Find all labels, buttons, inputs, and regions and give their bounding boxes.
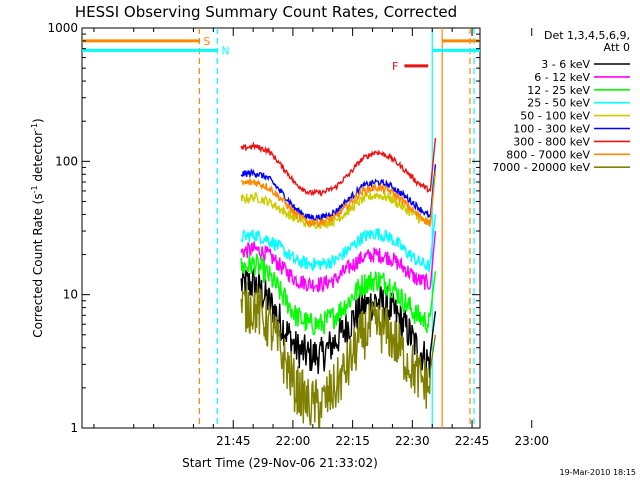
x-tick-label: 22:00 [276, 434, 311, 448]
legend-label: 3 - 6 keV [541, 58, 590, 71]
series-line [240, 137, 437, 197]
x-tick-label: 22:30 [395, 434, 430, 448]
series-line [240, 170, 437, 230]
series-line [240, 253, 437, 336]
y-axis-label-sup2: -1 [30, 123, 39, 131]
y-axis-label: Corrected Count Rate (s-1 detector-1) [30, 118, 45, 337]
x-tick-label: 21:45 [216, 434, 251, 448]
series-line [240, 281, 437, 428]
y-axis-label-mid: detector [31, 131, 45, 186]
legend-header-2: Att 0 [604, 41, 630, 54]
y-axis-label-sup1: -1 [30, 185, 39, 193]
y-tick-label: 100 [55, 154, 78, 168]
flag-label: F [392, 60, 398, 73]
chart-title: HESSI Observing Summary Count Rates, Cor… [75, 3, 457, 21]
flag-markers: SN F [82, 35, 480, 73]
flag-label: N [221, 44, 229, 57]
y-tick-label: 10 [63, 288, 78, 302]
vertical-lines [198, 28, 475, 428]
legend-label: 50 - 100 keV [520, 110, 590, 123]
y-axis-label-end: ) [31, 118, 45, 123]
legend-label: 6 - 12 keV [534, 71, 590, 84]
x-tick-label: 22:15 [335, 434, 370, 448]
legend-header-1: Det 1,3,4,5,6,9, [544, 29, 630, 42]
flag-label: S [203, 35, 210, 48]
x-tick-label: 23:00 [514, 434, 549, 448]
y-axis-label-main: Corrected Count Rate (s [31, 193, 45, 337]
series-line [241, 170, 437, 228]
legend-label: 12 - 25 keV [527, 84, 590, 97]
legend-label: 25 - 50 keV [527, 97, 590, 110]
plot-frame [81, 27, 481, 429]
y-tick-label: 1000 [47, 21, 78, 35]
x-tick-label: 22:45 [455, 434, 490, 448]
series-line [240, 214, 437, 273]
legend-label: 7000 - 20000 keV [492, 161, 590, 174]
legend-label: 100 - 300 keV [513, 123, 590, 136]
x-axis-label: Start Time (29-Nov-06 21:33:02) [182, 456, 378, 470]
footer-stamp: 19-Mar-2010 18:15 [560, 468, 637, 477]
y-axis: 1 10 100 1000 [47, 21, 480, 435]
series-line [240, 164, 437, 223]
x-axis: 21:45 22:00 22:15 22:30 22:45 23:00 [93, 28, 549, 448]
legend-label: 300 - 800 keV [513, 135, 590, 148]
y-tick-label: 1 [70, 421, 78, 435]
series-line [240, 231, 437, 294]
series-layer [240, 137, 437, 428]
legend-label: 800 - 7000 keV [506, 148, 590, 161]
